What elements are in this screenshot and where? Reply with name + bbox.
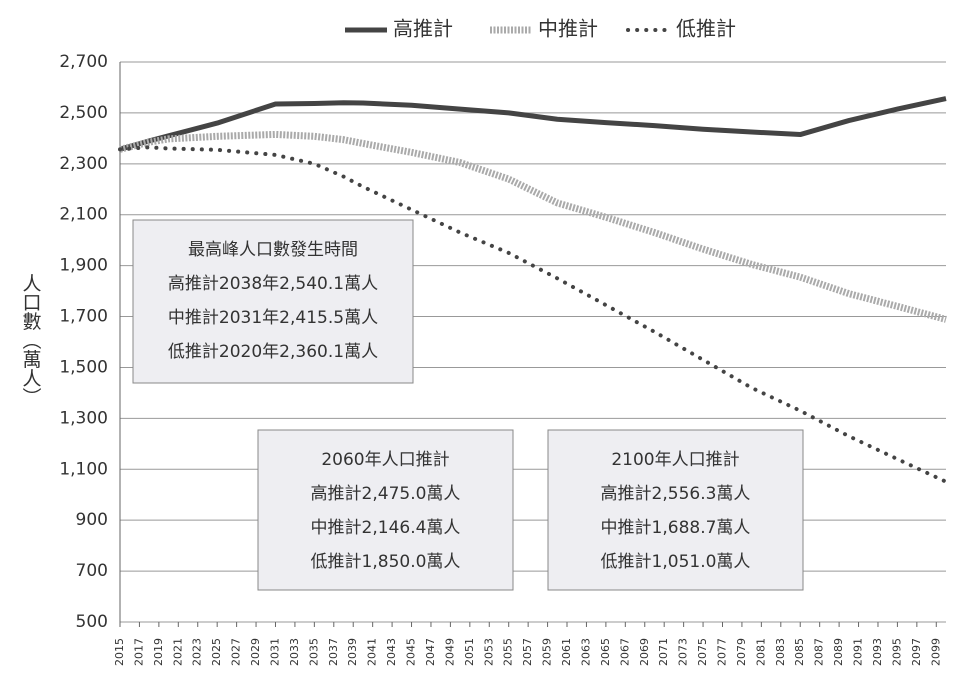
y-tick-label: 1,100 (59, 459, 108, 479)
series-line (118, 145, 948, 484)
x-tick-label: 2069 (638, 638, 651, 666)
annotation-text: 高推計2038年2,540.1萬人 (168, 274, 378, 294)
x-tick-label: 2037 (327, 638, 340, 666)
x-tick-label: 2089 (832, 638, 845, 666)
annotation-text: 中推計2031年2,415.5萬人 (168, 308, 378, 328)
annotation-text: 2100年人口推計 (611, 450, 739, 470)
annotation-text: 中推計1,688.7萬人 (601, 518, 751, 538)
annotation-text: 低推計2020年2,360.1萬人 (168, 342, 378, 362)
x-tick-label: 2091 (852, 638, 865, 666)
x-tick-label: 2093 (871, 638, 884, 666)
series-line (119, 130, 947, 323)
x-tick-label: 2025 (210, 638, 223, 666)
y-tick-label: 2,500 (59, 103, 108, 123)
x-tick-label: 2019 (152, 638, 165, 666)
x-tick-label: 2067 (618, 638, 631, 666)
x-tick-label: 2029 (249, 638, 262, 666)
x-tick-label: 2031 (268, 638, 281, 666)
x-tick-label: 2095 (890, 638, 903, 666)
x-tick-label: 2063 (579, 638, 592, 666)
x-tick-label: 2043 (385, 638, 398, 666)
x-tick-label: 2015 (113, 638, 126, 666)
legend-label: 高推計 (393, 17, 453, 41)
x-tick-label: 2035 (307, 638, 320, 666)
annotation-text: 高推計2,475.0萬人 (311, 484, 461, 504)
annotation-text: 中推計2,146.4萬人 (311, 518, 461, 538)
annotation-box (257, 429, 514, 591)
y-tick-label: 2,100 (59, 205, 108, 225)
annotation-text: 低推計1,850.0萬人 (311, 552, 461, 572)
x-tick-label: 2045 (405, 638, 418, 666)
x-tick-label: 2085 (793, 638, 806, 666)
x-tick-label: 2051 (463, 638, 476, 666)
y-tick-label: 1,500 (59, 357, 108, 377)
x-tick-label: 2059 (541, 638, 554, 666)
x-tick-label: 2021 (171, 638, 184, 666)
x-tick-label: 2097 (910, 638, 923, 666)
annotation-box (132, 219, 414, 384)
x-tick-label: 2053 (482, 638, 495, 666)
x-tick-label: 2083 (774, 638, 787, 666)
legend-label: 中推計 (538, 17, 598, 41)
x-tick-label: 2023 (191, 638, 204, 666)
x-tick-label: 2047 (424, 638, 437, 666)
annotation-text: 低推計1,051.0萬人 (601, 552, 751, 572)
y-tick-label: 2,700 (59, 52, 108, 72)
legend-label: 低推計 (676, 17, 736, 41)
annotation-text: 2060年人口推計 (321, 450, 449, 470)
x-tick-label: 2065 (599, 638, 612, 666)
x-tick-label: 2017 (132, 638, 145, 666)
x-tick-label: 2073 (677, 638, 690, 666)
y-tick-label: 2,300 (59, 154, 108, 174)
y-tick-label: 700 (76, 561, 108, 581)
x-tick-label: 2077 (715, 638, 728, 666)
y-tick-label: 500 (76, 612, 108, 632)
x-tick-label: 2071 (657, 638, 670, 666)
y-tick-label: 1,700 (59, 307, 108, 327)
x-tick-label: 2081 (754, 638, 767, 666)
x-tick-label: 2033 (288, 638, 301, 666)
x-tick-label: 2041 (366, 638, 379, 666)
x-tick-label: 2075 (696, 638, 709, 666)
x-tick-label: 2055 (502, 638, 515, 666)
x-tick-label: 2039 (346, 638, 359, 666)
series-line (119, 96, 947, 152)
annotation-box (547, 429, 804, 591)
annotation-text: 高推計2,556.3萬人 (601, 484, 751, 504)
y-tick-label: 1,900 (59, 256, 108, 276)
x-tick-label: 2027 (230, 638, 243, 666)
x-tick-label: 2079 (735, 638, 748, 666)
x-tick-label: 2049 (443, 638, 456, 666)
x-tick-label: 2099 (929, 638, 942, 666)
x-tick-label: 2061 (560, 638, 573, 666)
x-tick-label: 2087 (813, 638, 826, 666)
y-axis-label: 人口數（萬人） (20, 273, 42, 406)
y-tick-label: 900 (76, 510, 108, 530)
y-tick-label: 1,300 (59, 408, 108, 428)
annotation-text: 最高峰人口數發生時間 (188, 240, 358, 260)
x-tick-label: 2057 (521, 638, 534, 666)
